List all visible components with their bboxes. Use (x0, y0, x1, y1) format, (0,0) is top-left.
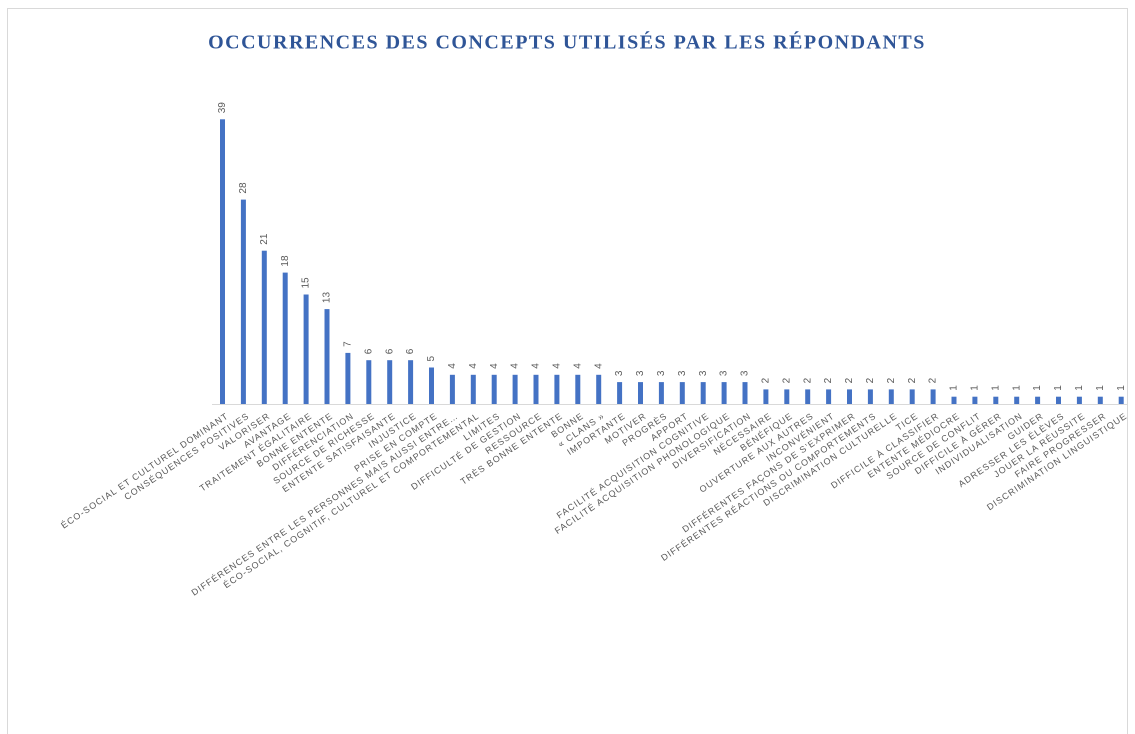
bar (700, 382, 706, 404)
value-label: 3 (698, 370, 709, 376)
bar (449, 374, 455, 404)
chart-border (7, 8, 1128, 734)
value-label: 2 (907, 377, 918, 383)
bar (1014, 396, 1020, 404)
bar (1118, 396, 1124, 404)
value-label: 18 (280, 255, 291, 267)
bar (303, 294, 309, 404)
bar (512, 374, 518, 404)
bar (575, 374, 581, 404)
bar (930, 389, 936, 404)
value-label: 28 (238, 182, 249, 194)
value-label: 21 (259, 233, 270, 245)
value-label: 2 (865, 377, 876, 383)
value-label: 6 (384, 348, 395, 354)
value-label: 39 (217, 102, 228, 114)
bar (1076, 396, 1082, 404)
bar (1097, 396, 1103, 404)
x-tick-label: CONSÉQUENCES POSITIVES (122, 411, 251, 502)
bar (387, 360, 393, 404)
bar (721, 382, 727, 404)
value-label: 3 (719, 370, 730, 376)
bar (847, 389, 852, 404)
value-label: 4 (489, 363, 500, 369)
x-tick-label: ÉCO-SOCIAL ET CULTUREL DOMINANT (59, 411, 230, 531)
bar (345, 352, 351, 404)
value-label: 3 (656, 370, 667, 376)
value-label: 1 (1032, 385, 1043, 391)
value-label: 2 (802, 377, 813, 383)
bar (951, 396, 957, 404)
bar (805, 389, 811, 404)
value-label: 4 (447, 363, 458, 369)
bar (617, 382, 623, 404)
value-label: 2 (761, 377, 772, 383)
bar (742, 382, 748, 404)
value-label: 4 (572, 363, 583, 369)
value-label: 2 (928, 377, 939, 383)
bar (867, 389, 873, 404)
bar (1056, 396, 1061, 404)
value-label: 1 (1074, 385, 1085, 391)
value-label: 7 (343, 341, 354, 347)
value-label: 4 (468, 363, 479, 369)
bar (533, 374, 539, 404)
bar (826, 389, 832, 404)
bar (888, 389, 894, 404)
value-label: 1 (1095, 385, 1106, 391)
bar (679, 382, 685, 404)
value-label: 3 (635, 370, 646, 376)
bar (658, 382, 664, 404)
value-label: 6 (405, 348, 416, 354)
bar (784, 389, 790, 404)
value-label: 1 (949, 385, 960, 391)
value-label: 3 (614, 370, 625, 376)
value-label: 4 (552, 363, 563, 369)
bar (220, 119, 225, 405)
value-label: 1 (1011, 385, 1022, 391)
bar (261, 250, 267, 404)
bar (554, 374, 560, 404)
value-label: 6 (363, 348, 374, 354)
value-label: 2 (823, 377, 834, 383)
value-label: 2 (844, 377, 855, 383)
bar (972, 396, 978, 404)
value-label: 1 (1116, 385, 1127, 391)
bar (282, 272, 288, 404)
bar (763, 389, 769, 404)
value-label: 1 (990, 385, 1001, 391)
value-label: 5 (426, 356, 437, 362)
value-label: 13 (322, 292, 333, 304)
value-label: 3 (740, 370, 751, 376)
value-label: 4 (593, 363, 604, 369)
bar (366, 360, 372, 404)
value-label: 2 (781, 377, 792, 383)
value-label: 2 (886, 377, 897, 383)
bar (470, 374, 476, 404)
bar (240, 199, 246, 404)
value-label: 15 (301, 277, 312, 289)
value-label: 3 (677, 370, 688, 376)
bar (1035, 396, 1041, 404)
value-label: 4 (510, 363, 521, 369)
chart-title: OCCURRENCES DES CONCEPTS UTILISÉS PAR LE… (208, 31, 926, 54)
value-label: 1 (1053, 385, 1064, 391)
bar (596, 374, 602, 404)
bar (408, 360, 414, 404)
bar (993, 396, 999, 404)
value-label: 4 (531, 363, 542, 369)
bar (638, 382, 643, 404)
bar (909, 389, 915, 404)
bar (429, 367, 434, 404)
bar (491, 374, 497, 404)
bar (324, 309, 330, 404)
value-label: 1 (970, 385, 981, 391)
